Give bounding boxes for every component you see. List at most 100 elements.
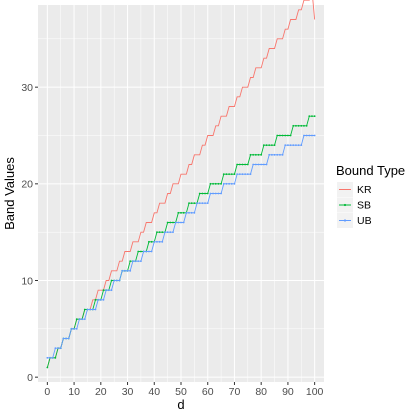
data-point bbox=[65, 337, 67, 340]
data-point bbox=[220, 192, 222, 195]
data-point bbox=[73, 327, 75, 330]
data-point bbox=[57, 347, 59, 350]
data-point bbox=[172, 221, 174, 224]
data-point bbox=[303, 124, 305, 127]
data-point bbox=[115, 279, 118, 282]
legend-item-ub: UB bbox=[337, 213, 372, 228]
data-point bbox=[86, 308, 89, 311]
data-point bbox=[260, 163, 263, 166]
data-point bbox=[254, 163, 257, 166]
data-point bbox=[281, 134, 284, 137]
data-point bbox=[113, 279, 116, 282]
data-point bbox=[54, 356, 57, 359]
data-point bbox=[97, 298, 100, 301]
data-point bbox=[110, 279, 113, 282]
data-point bbox=[246, 173, 249, 176]
data-point bbox=[297, 144, 300, 147]
data-point bbox=[262, 163, 265, 166]
data-point bbox=[297, 124, 300, 127]
data-point bbox=[131, 260, 134, 263]
data-point bbox=[169, 221, 172, 224]
data-point bbox=[182, 221, 185, 224]
data-point bbox=[311, 115, 313, 118]
data-point bbox=[303, 134, 305, 137]
data-point bbox=[244, 163, 247, 166]
x-tick-label: 80 bbox=[255, 386, 267, 398]
data-point bbox=[246, 163, 249, 166]
data-point bbox=[137, 260, 140, 263]
data-point bbox=[262, 144, 265, 147]
data-point bbox=[214, 192, 217, 195]
data-point bbox=[153, 240, 156, 243]
data-point bbox=[287, 144, 289, 147]
data-point bbox=[238, 173, 241, 176]
data-point bbox=[198, 192, 201, 195]
data-point bbox=[249, 153, 252, 156]
data-point bbox=[228, 173, 231, 176]
y-tick-label: 0 bbox=[27, 372, 33, 384]
data-point bbox=[91, 308, 94, 311]
data-point bbox=[107, 289, 110, 292]
data-point bbox=[83, 318, 86, 321]
data-point bbox=[311, 134, 313, 137]
legend-items: KR SB UB bbox=[337, 182, 372, 228]
data-point bbox=[158, 240, 161, 243]
data-point bbox=[252, 163, 255, 166]
data-point bbox=[129, 269, 132, 272]
x-tick-label: 20 bbox=[95, 386, 107, 398]
data-point bbox=[169, 231, 172, 234]
data-point bbox=[265, 163, 268, 166]
data-point bbox=[236, 173, 239, 176]
data-point bbox=[287, 134, 289, 137]
data-point bbox=[276, 134, 279, 137]
x-tick-label: 0 bbox=[44, 386, 50, 398]
x-tick-label: 40 bbox=[148, 386, 160, 398]
data-point bbox=[308, 115, 311, 118]
data-point bbox=[158, 231, 161, 234]
data-point bbox=[222, 182, 225, 185]
y-tick-label: 30 bbox=[21, 82, 33, 94]
data-point bbox=[123, 269, 126, 272]
data-point bbox=[313, 134, 316, 137]
data-point bbox=[305, 134, 308, 137]
data-point bbox=[268, 144, 271, 147]
data-point bbox=[238, 163, 241, 166]
data-point bbox=[75, 327, 78, 330]
data-point bbox=[292, 144, 295, 147]
data-point bbox=[185, 211, 188, 214]
data-point bbox=[225, 173, 228, 176]
data-point bbox=[142, 250, 145, 253]
data-point bbox=[209, 192, 212, 195]
data-point bbox=[62, 337, 65, 340]
data-point bbox=[268, 153, 271, 156]
data-point bbox=[289, 144, 292, 147]
data-point bbox=[300, 124, 303, 127]
data-point bbox=[273, 153, 276, 156]
x-tick-label: 10 bbox=[68, 386, 80, 398]
series-ub bbox=[46, 134, 316, 359]
data-point bbox=[188, 211, 190, 214]
legend-title: Bound Type bbox=[336, 163, 405, 178]
data-point bbox=[174, 221, 177, 224]
data-point bbox=[300, 144, 303, 147]
data-point bbox=[212, 182, 214, 185]
data-point bbox=[172, 231, 174, 234]
data-point bbox=[78, 318, 81, 321]
data-point bbox=[105, 289, 108, 292]
data-point bbox=[190, 202, 193, 205]
data-point bbox=[198, 202, 201, 205]
data-point bbox=[145, 250, 148, 253]
x-tick-label: 90 bbox=[282, 386, 294, 398]
data-point bbox=[188, 202, 190, 205]
data-point bbox=[121, 269, 124, 272]
data-point bbox=[94, 308, 97, 311]
data-point bbox=[180, 221, 182, 224]
y-axis-title: Band Values bbox=[2, 157, 17, 230]
data-point bbox=[177, 211, 180, 214]
data-point bbox=[270, 144, 273, 147]
series-layer bbox=[46, 0, 316, 369]
data-point bbox=[161, 231, 164, 234]
data-point bbox=[313, 115, 316, 118]
data-point bbox=[225, 182, 228, 185]
data-point bbox=[289, 134, 292, 137]
